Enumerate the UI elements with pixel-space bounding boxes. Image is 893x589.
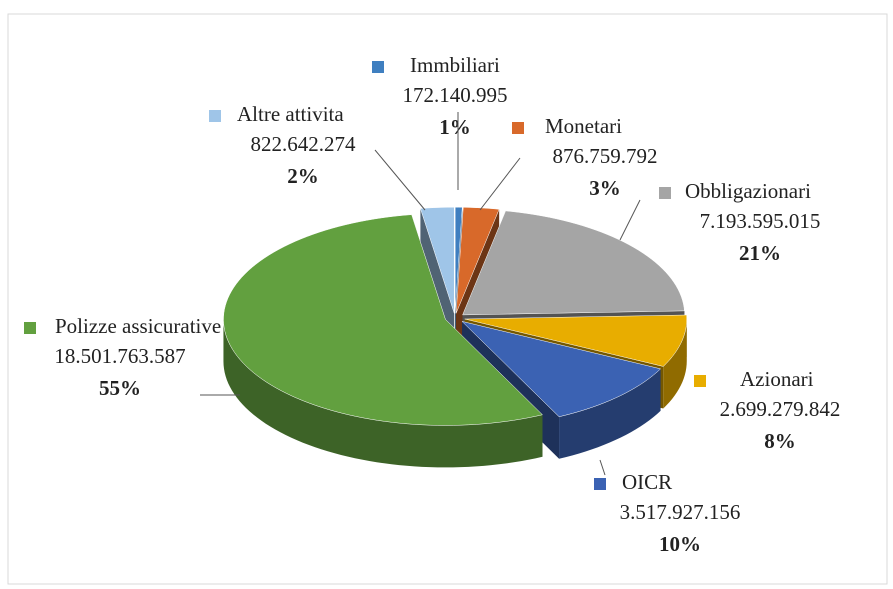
legend-marker [24, 322, 36, 334]
leader-line [599, 459, 606, 476]
leader-line [479, 157, 521, 211]
leader-line [619, 199, 641, 241]
legend-marker [512, 122, 524, 134]
slice-side [663, 319, 687, 409]
category-label: Monetari [545, 114, 622, 138]
slice [420, 206, 455, 314]
legend-marker [209, 110, 221, 122]
legend-marker [659, 187, 671, 199]
slice-side [223, 319, 543, 468]
legend-marker [694, 375, 706, 387]
slice-wall [420, 208, 455, 356]
slice [464, 314, 688, 367]
legend-marker [372, 61, 384, 73]
leader-line [374, 149, 426, 211]
slice [461, 320, 662, 418]
percent-label: 8% [764, 429, 796, 453]
category-label: Azionari [740, 367, 814, 391]
value-label: 822.642.274 [251, 132, 357, 156]
percent-label: 21% [739, 241, 781, 265]
data-labels: Immbiliari 172.140.995 1% Monetari 876.759.7… [24, 53, 840, 556]
percent-label: 2% [287, 164, 319, 188]
legend-marker [594, 478, 606, 490]
slice [462, 210, 685, 316]
category-label: Obbligazionari [685, 179, 811, 203]
slice-side [559, 368, 661, 459]
value-label: 2.699.279.842 [720, 397, 841, 421]
category-label: Altre attivita [237, 102, 344, 126]
value-label: 876.759.792 [553, 144, 658, 168]
percent-label: 3% [589, 176, 621, 200]
slice [223, 214, 543, 426]
percent-label: 10% [659, 532, 701, 556]
value-label: 172.140.995 [403, 83, 508, 107]
slice [454, 206, 463, 314]
category-label: OICR [622, 470, 672, 494]
category-label: Polizze assicurative [55, 314, 221, 338]
percent-label: 1% [439, 115, 471, 139]
percent-label: 55% [99, 376, 141, 400]
value-label: 18.501.763.587 [54, 344, 185, 368]
value-label: 3.517.927.156 [620, 500, 741, 524]
value-label: 7.193.595.015 [700, 209, 821, 233]
category-label: Immbiliari [410, 53, 500, 77]
pie-tops [223, 206, 688, 426]
